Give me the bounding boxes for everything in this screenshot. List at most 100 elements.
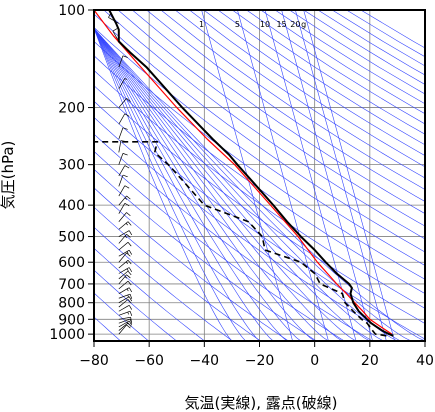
mixing-ratio-label: 1 — [199, 20, 204, 29]
moist-adiabat — [94, 27, 343, 341]
moist-adiabat — [94, 27, 315, 341]
wind-barb — [118, 249, 133, 257]
dry-adiabat — [94, 269, 177, 341]
moist-adiabat — [94, 27, 260, 341]
moist-adiabat — [94, 27, 384, 341]
wind-barb — [118, 316, 132, 323]
wind-barb — [118, 252, 131, 263]
wind-barb — [118, 322, 132, 331]
plot-area — [94, 10, 425, 341]
mixing-ratio-label: g — [301, 20, 306, 29]
wind-barb — [118, 202, 130, 214]
wind-barb — [118, 233, 131, 244]
mixing-ratio-label: 10 — [260, 20, 270, 29]
wind-barb — [118, 304, 133, 312]
wind-barb — [118, 127, 128, 140]
y-tick-label: 200 — [58, 101, 85, 117]
moist-adiabat — [94, 27, 302, 341]
dry-adiabat — [274, 10, 425, 105]
wind-barb — [118, 241, 132, 251]
y-tick-label: 100 — [58, 3, 85, 19]
x-tick-label: −80 — [79, 353, 109, 369]
moist-adiabat — [94, 27, 246, 341]
parcel-line — [94, 10, 393, 335]
mixing-ratio-label: 20 — [290, 20, 300, 29]
dry-adiabat — [94, 206, 261, 341]
wind-barb — [118, 212, 131, 222]
x-tick-label: 20 — [361, 353, 379, 369]
mixing-ratio-labels: 1 5 10 15 20 g — [199, 20, 306, 29]
dry-adiabat — [132, 10, 425, 214]
x-tick-label: 0 — [310, 353, 319, 369]
dry-adiabat — [332, 10, 425, 67]
wind-barb — [118, 280, 132, 290]
wind-barb — [118, 318, 133, 324]
wind-barb — [118, 324, 131, 335]
wind-barb — [118, 55, 128, 68]
mixing-ratio-line — [237, 10, 329, 341]
temperature-line — [108, 10, 394, 337]
y-tick-label: 900 — [58, 312, 85, 328]
y-tick-label: 300 — [58, 158, 85, 174]
y-tick-label: 500 — [58, 230, 85, 246]
mixing-ratio-line — [303, 10, 395, 341]
x-tick-label: −20 — [245, 353, 275, 369]
wind-barb — [118, 320, 133, 328]
dry-adiabat — [346, 10, 425, 58]
y-tick-label: 1000 — [49, 327, 85, 343]
wind-barb — [118, 153, 128, 165]
wind-barb — [118, 230, 133, 237]
wind-barb — [118, 165, 130, 177]
wind-barb — [118, 185, 130, 197]
wind-barb — [118, 195, 131, 206]
moist-adiabat — [94, 27, 329, 341]
wind-barb — [118, 174, 128, 187]
dewpoint-line — [94, 141, 387, 337]
moist-adiabat — [94, 27, 288, 341]
mixing-ratio-line — [264, 10, 357, 341]
isobar-isotherm-grid — [94, 10, 425, 341]
wind-barb — [118, 293, 133, 299]
wind-barb — [118, 10, 119, 11]
mixing-ratio-label: 15 — [276, 20, 286, 29]
dry-adiabat — [260, 10, 425, 115]
wind-barbs — [108, 10, 133, 335]
wind-barb — [118, 267, 133, 274]
dry-adiabat — [94, 247, 205, 341]
dry-adiabat — [94, 187, 289, 341]
moist-adiabat — [94, 27, 370, 341]
moist-adiabat — [94, 27, 233, 341]
dry-adiabat — [203, 10, 425, 156]
dry-adiabat — [94, 55, 425, 294]
dry-adiabat — [117, 10, 425, 227]
moist-adiabat — [94, 27, 274, 341]
wind-barb — [118, 78, 128, 89]
dry-adiabat — [94, 70, 425, 309]
moist-adiabat — [94, 27, 412, 341]
y-tick-label: 600 — [58, 255, 85, 271]
moist-adiabat — [94, 27, 425, 341]
dry-adiabat — [217, 10, 425, 146]
wind-barb — [118, 221, 132, 230]
moist-adiabat — [94, 27, 357, 341]
dry-adiabat — [103, 10, 425, 240]
dry-adiabat — [289, 10, 425, 95]
dry-adiabat — [94, 316, 121, 341]
y-tick-label: 400 — [58, 198, 85, 214]
x-tick-label: −60 — [134, 353, 164, 369]
wind-barb — [118, 270, 132, 280]
wind-barb — [118, 299, 132, 308]
dry-adiabat — [189, 10, 425, 168]
dry-adiabat — [94, 133, 373, 341]
dry-adiabat — [175, 10, 425, 179]
x-axis-label: 気温(実線), 露点(破線) — [185, 394, 338, 412]
mixing-ratio-line — [281, 10, 373, 341]
wind-barb — [118, 98, 131, 108]
wind-barb — [118, 259, 132, 269]
dry-adiabat — [160, 10, 425, 190]
x-axis-ticks: −80 −60 −40 −20 0 20 40 — [79, 341, 434, 369]
moist-adiabat — [94, 27, 398, 341]
y-axis-label: 気圧(hPa) — [0, 141, 17, 210]
wind-barb — [118, 310, 133, 317]
